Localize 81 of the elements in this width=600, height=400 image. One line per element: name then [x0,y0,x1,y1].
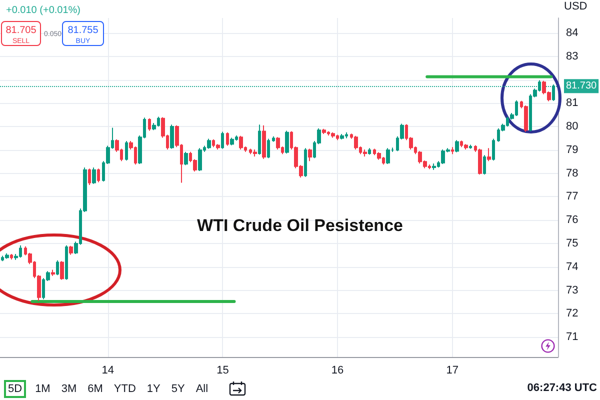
x-tick-label: 14 [102,364,114,376]
range-label: 3M [60,382,78,396]
y-tick-label: 71 [566,331,578,344]
x-tick-label: 16 [331,364,344,376]
text: 06:27:43 UTC [527,382,597,394]
y-tick-label: 84 [566,26,578,39]
annotation: 81.755 [66,25,100,36]
candlestick [170,124,174,150]
y-tick-label: 72 [566,308,578,320]
candlestick [69,245,73,256]
candlestick [524,105,528,132]
candlestick [97,168,100,183]
candlestick [230,137,234,146]
y-tick-label: 83 [566,50,578,62]
candlestick [125,140,128,161]
candlestick [258,124,261,156]
candlestick [276,136,280,150]
candlestick [478,148,482,176]
candlestick [492,138,495,161]
candlestick [363,148,367,157]
candlestick [226,132,229,146]
candlestick [184,151,188,166]
candlestick [285,130,289,154]
candlestick [253,148,257,157]
x-tick-label: 17 [446,364,458,376]
candlestick [148,118,151,132]
y-tick-label: 75 [566,238,578,250]
candlestick [487,148,491,162]
candlestick [368,148,371,156]
text: WTI Crude Oil Pesistence [197,216,403,235]
candlestick [377,152,381,160]
candlestick [267,138,270,159]
candlestick [469,144,472,150]
candlestick [92,166,96,184]
y-axis-title: USD [564,0,588,12]
candlestick [340,134,344,140]
candlestick [65,244,68,280]
range-button: 5D [4,380,26,398]
candlestick [60,260,64,280]
range-label: 1Y [146,382,162,396]
candlestick [304,148,307,178]
candlestick [432,163,436,170]
candlestick [216,144,220,150]
y-tick-label: 80 [566,120,578,133]
range-label: YTD [112,382,137,396]
candlestick [239,135,243,150]
candlestick [5,252,9,260]
candlestick [272,136,275,142]
y-tick-label: 77 [566,190,578,203]
candlestick [308,148,312,162]
candlestick [455,140,459,153]
y-tick-label: 81 [566,97,578,110]
candlestick [451,146,454,155]
candlestick [322,128,326,135]
annotation: 81.705 [4,25,38,36]
range-label: 5Y [170,382,186,396]
y-tick-label: 78 [566,167,578,180]
ref-line-label: 81.730 [566,80,598,92]
candlestick [56,260,59,276]
range-label: All [194,382,210,396]
candlestick [483,154,486,176]
candlestick [207,138,211,150]
candlestick [464,144,468,150]
candlestick [354,135,358,150]
range-label: 6M [86,382,104,396]
candlestick [198,148,202,172]
y-tick-label: 74 [566,260,578,273]
candlestick [552,84,555,102]
text: +0.010 (+0.01%) [6,5,80,16]
candlestick [331,132,335,138]
candlestick [88,168,91,186]
y-tick-label: 73 [566,284,578,296]
y-tick-label: 76 [566,214,578,226]
range-label: 1M [34,382,52,396]
y-tick-label: 79 [566,144,578,156]
candlestick [386,148,390,164]
candlestick [51,269,55,276]
candlestick [221,131,224,150]
candlestick [10,254,13,260]
x-tick-label: 15 [216,364,229,376]
candlestick [262,124,266,160]
